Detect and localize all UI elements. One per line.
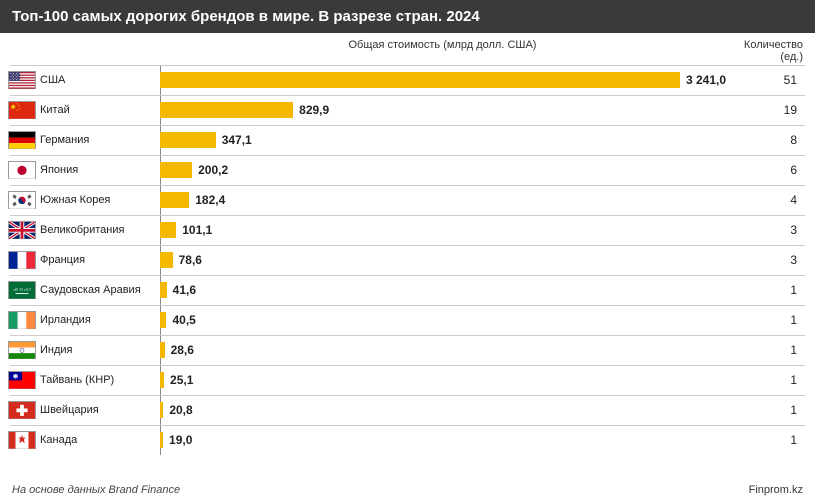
count-value: 3 [755,223,815,237]
value-label: 829,9 [299,103,329,117]
bar-zone: 78,6 [160,245,755,275]
ie-flag-icon [8,311,36,329]
bar-zone: 41,6 [160,275,755,305]
country-name: Китай [40,104,160,116]
bar-zone: 28,6 [160,335,755,365]
chart-row: США 3 241,0 51 [0,65,815,95]
chart-row: Япония 200,2 6 [0,155,815,185]
chart-footer: На основе данных Brand Finance Finprom.k… [12,484,803,496]
value-bar [160,222,176,238]
source-text: На основе данных Brand Finance [12,484,180,496]
country-name: Франция [40,254,160,266]
count-value: 8 [755,133,815,147]
bar-zone: 20,8 [160,395,755,425]
value-bar [160,402,163,418]
fr-flag-icon [8,251,36,269]
value-label: 20,8 [169,403,192,417]
bar-zone: 3 241,0 [160,65,755,95]
value-label: 40,5 [172,313,195,327]
count-value: 1 [755,313,815,327]
value-label: 101,1 [182,223,212,237]
country-name: Германия [40,134,160,146]
country-name: Япония [40,164,160,176]
bar-zone: 25,1 [160,365,755,395]
chart-row: Швейцария 20,8 1 [0,395,815,425]
count-value: 1 [755,373,815,387]
brand-text: Finprom.kz [749,484,803,496]
count-value: 3 [755,253,815,267]
country-name: Швейцария [40,404,160,416]
count-value: 19 [755,103,815,117]
count-value: 51 [755,73,815,87]
country-name: Южная Корея [40,194,160,206]
count-value: 1 [755,403,815,417]
chart-row: Германия 347,1 8 [0,125,815,155]
bar-zone: 19,0 [160,425,755,455]
chart-row: Великобритания 101,1 3 [0,215,815,245]
country-name: Великобритания [40,224,160,236]
value-bar [160,192,189,208]
kr-flag-icon [8,191,36,209]
country-name: Канада [40,434,160,446]
ch-flag-icon [8,401,36,419]
value-label: 200,2 [198,163,228,177]
bar-zone: 347,1 [160,125,755,155]
tw-flag-icon [8,371,36,389]
sa-flag-icon: لا إله إلا الله [8,281,36,299]
country-name: Ирландия [40,314,160,326]
column-headers: Общая стоимость (млрд долл. США) Количес… [0,33,815,65]
value-bar [160,132,216,148]
in-flag-icon [8,341,36,359]
chart-row: Канада 19,0 1 [0,425,815,455]
value-label: 41,6 [173,283,196,297]
value-bar [160,102,293,118]
country-name: Тайвань (КНР) [40,374,160,386]
bar-zone: 829,9 [160,95,755,125]
us-flag-icon [8,71,36,89]
bar-zone: 200,2 [160,155,755,185]
gb-flag-icon [8,221,36,239]
country-name: США [40,74,160,86]
count-value: 4 [755,193,815,207]
ca-flag-icon [8,431,36,449]
chart-row: لا إله إلا الله Саудовская Аравия 41,6 1 [0,275,815,305]
jp-flag-icon [8,161,36,179]
count-column-header: Количество (ед.) [725,39,815,63]
value-bar [160,432,163,448]
value-label: 182,4 [195,193,225,207]
value-bar [160,72,680,88]
cn-flag-icon [8,101,36,119]
de-flag-icon [8,131,36,149]
chart-title: Топ-100 самых дорогих брендов в мире. В … [0,0,815,33]
count-value: 1 [755,343,815,357]
country-name: Саудовская Аравия [40,284,160,296]
value-bar [160,342,165,358]
value-label: 28,6 [171,343,194,357]
count-value: 1 [755,283,815,297]
value-label: 19,0 [169,433,192,447]
chart-row: Южная Корея 182,4 4 [0,185,815,215]
value-column-header: Общая стоимость (млрд долл. США) [160,39,725,63]
value-bar [160,162,192,178]
value-bar [160,312,166,328]
country-name: Индия [40,344,160,356]
value-bar [160,252,173,268]
value-label: 25,1 [170,373,193,387]
count-value: 6 [755,163,815,177]
value-label: 78,6 [179,253,202,267]
count-value: 1 [755,433,815,447]
chart-row: Ирландия 40,5 1 [0,305,815,335]
bar-zone: 40,5 [160,305,755,335]
value-bar [160,372,164,388]
bar-zone: 101,1 [160,215,755,245]
value-bar [160,282,167,298]
chart-row: Индия 28,6 1 [0,335,815,365]
chart-row: Франция 78,6 3 [0,245,815,275]
bar-zone: 182,4 [160,185,755,215]
chart-row: Тайвань (КНР) 25,1 1 [0,365,815,395]
value-label: 3 241,0 [686,73,726,87]
chart-area: США 3 241,0 51 Китай 829,9 19 Германия 347,1 8 Яп… [0,65,815,455]
chart-row: Китай 829,9 19 [0,95,815,125]
value-label: 347,1 [222,133,252,147]
